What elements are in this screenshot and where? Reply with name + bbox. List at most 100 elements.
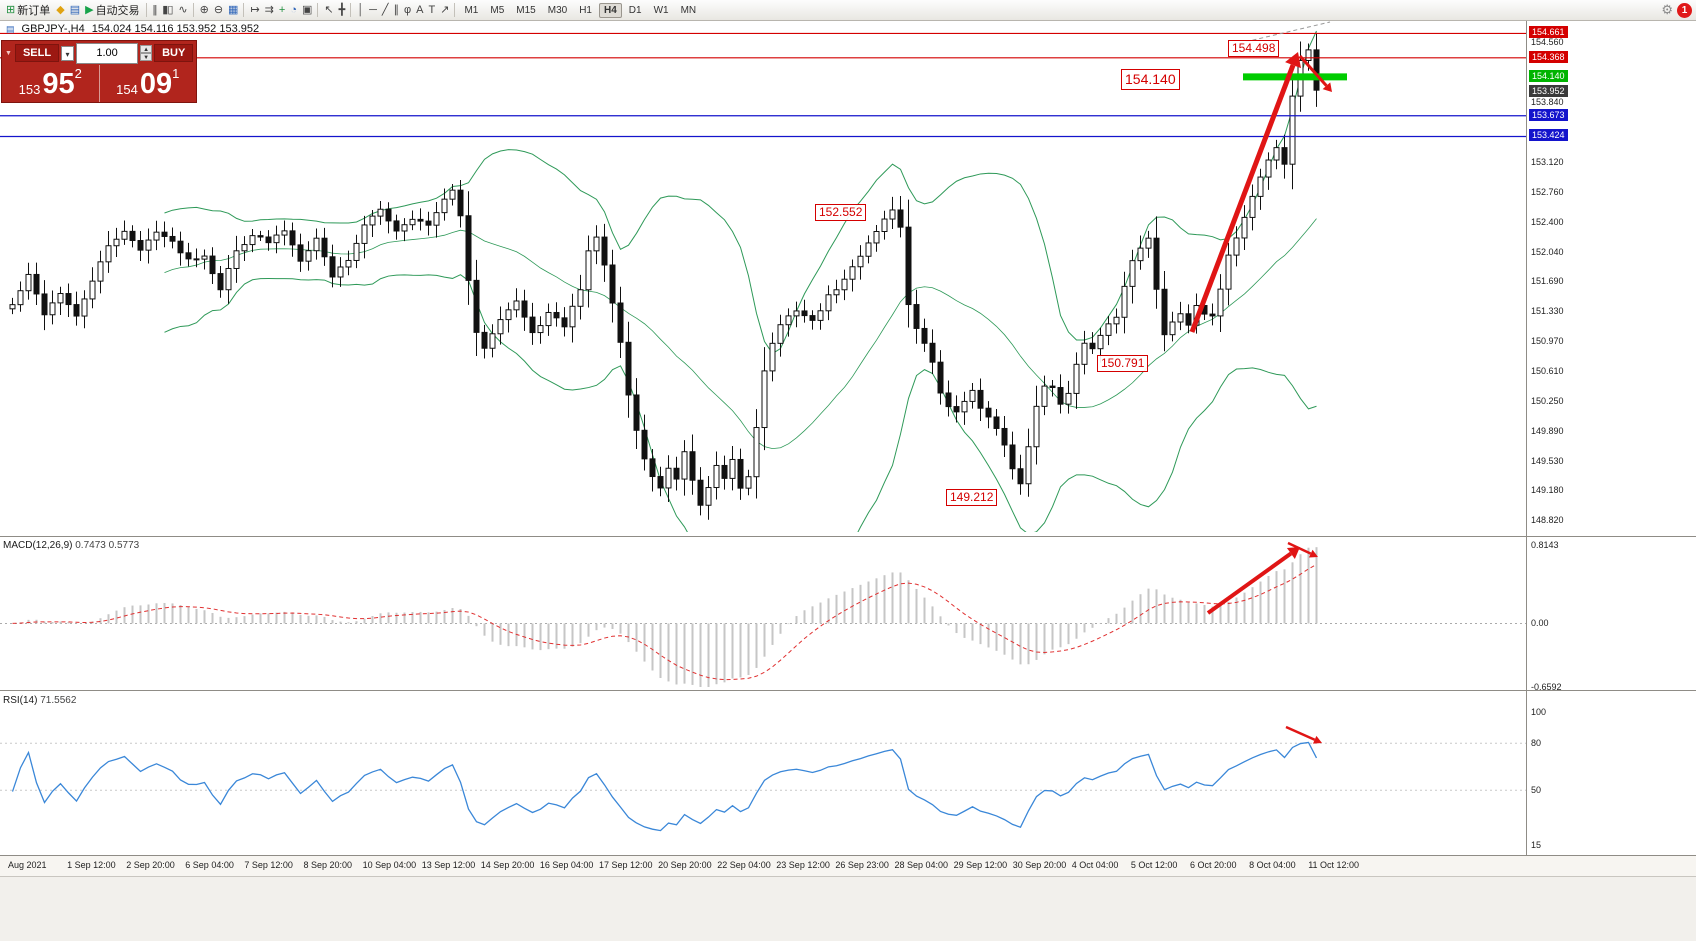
price-callout[interactable]: 152.552 — [815, 204, 867, 221]
price-axis-label: 150.610 — [1531, 365, 1564, 376]
metaeditor-button[interactable]: ◆ — [53, 2, 66, 19]
new-order-label: 新订单 — [17, 5, 51, 17]
time-axis-label[interactable]: 4 Oct 04:00 — [1071, 860, 1119, 870]
rsi-arrows[interactable] — [1285, 725, 1322, 744]
horizontal-line-tool-button[interactable]: ─ — [366, 2, 379, 19]
price-callout[interactable]: 149.212 — [946, 489, 998, 506]
order-type-dropdown[interactable]: ▾ — [61, 45, 75, 61]
autotrading-button[interactable]: ▶ 自动交易 — [82, 2, 142, 19]
price-axis-label: 150.250 — [1531, 395, 1564, 406]
time-axis-label[interactable]: Aug 2021 — [8, 860, 47, 870]
line-chart-icon: ∿ — [178, 3, 187, 16]
time-axis-label[interactable]: 16 Sep 04:00 — [539, 860, 594, 870]
data-window-button[interactable]: ▤ — [67, 2, 82, 19]
tile-windows-icon: ▦ — [228, 3, 238, 16]
volume-down-icon[interactable]: ▼ — [140, 53, 153, 61]
price-axis-label: 153.840 — [1531, 96, 1564, 107]
time-axis-label[interactable]: 17 Sep 12:00 — [599, 860, 653, 870]
channel-tool-button[interactable]: ∥ — [391, 2, 402, 19]
timeframe-m30[interactable]: M30 — [547, 4, 568, 16]
time-axis-label[interactable]: 2 Sep 20:00 — [126, 860, 175, 870]
price-axis-label: 151.330 — [1531, 305, 1564, 316]
time-axis-label[interactable]: 13 Sep 12:00 — [421, 860, 476, 870]
candlestick-chart-button[interactable]: ▮▯ — [159, 2, 175, 19]
vertical-line-tool-button[interactable]: │ — [354, 2, 366, 19]
timeframe-mn[interactable]: MN — [680, 4, 697, 16]
ask-price[interactable]: 154 09 1 — [116, 66, 180, 100]
time-axis-label[interactable]: 10 Sep 04:00 — [362, 860, 417, 870]
buy-button[interactable]: BUY — [154, 44, 194, 62]
time-axis-label[interactable]: 28 Sep 04:00 — [894, 860, 949, 870]
tile-windows-button[interactable]: ▦ — [225, 2, 240, 19]
fibonacci-tool-button[interactable]: φ — [401, 2, 413, 19]
toolbar-separator — [145, 3, 147, 17]
trend-arrows[interactable] — [1189, 52, 1332, 333]
timeframe-h4[interactable]: H4 — [598, 2, 622, 18]
trendline-tool-button[interactable]: ╱ — [379, 2, 391, 19]
time-axis-label[interactable]: 7 Sep 12:00 — [244, 860, 293, 870]
crosshair-button[interactable]: ╋ — [336, 2, 348, 19]
macd-axis-zero: 0.00 — [1531, 618, 1549, 629]
time-axis-label[interactable]: 11 Oct 12:00 — [1308, 860, 1360, 870]
price-axis-label: 152.760 — [1531, 186, 1564, 197]
macd-histogram — [0, 547, 1526, 687]
time-axis-label[interactable]: 26 Sep 23:00 — [835, 860, 889, 870]
price-axis-label: 149.530 — [1531, 455, 1564, 466]
settings-icon[interactable]: ⚙ — [1661, 2, 1673, 17]
macd-arrows[interactable] — [1206, 541, 1318, 615]
line-chart-button[interactable]: ∿ — [175, 2, 189, 19]
time-axis-label[interactable]: 6 Sep 04:00 — [185, 860, 234, 870]
toolbar-separator — [454, 3, 456, 17]
chart-shift-icon: ↦ — [250, 3, 259, 16]
time-axis-label[interactable]: 5 Oct 12:00 — [1130, 860, 1178, 870]
chart-shift-button[interactable]: ↦ — [247, 2, 261, 19]
price-callout[interactable]: 150.791 — [1097, 355, 1149, 372]
timeframe-h1[interactable]: H1 — [579, 4, 592, 16]
trade-panel-toggle-icon[interactable]: ▼ — [5, 49, 12, 57]
bid-price[interactable]: 153 95 2 — [18, 66, 82, 100]
rsi-axis-label: 50 — [1531, 785, 1542, 796]
timeframe-w1[interactable]: W1 — [653, 4, 669, 16]
period-selector-icon: ◔ — [290, 3, 297, 16]
timeframe-d1[interactable]: D1 — [628, 4, 642, 16]
zoom-out-button[interactable]: ⊖ — [211, 2, 225, 19]
add-indicator-button[interactable]: + — [276, 2, 287, 19]
cursor-button[interactable]: ↖ — [321, 2, 335, 19]
arrows-tool-button[interactable]: ↗ — [437, 2, 451, 19]
time-axis-label[interactable]: 20 Sep 20:00 — [658, 860, 712, 870]
sell-button[interactable]: SELL — [14, 44, 60, 62]
text-tool-button[interactable]: A — [413, 2, 425, 19]
price-axis-label: 148.820 — [1531, 515, 1564, 525]
timeframe-m5[interactable]: M5 — [490, 4, 505, 16]
time-axis-label[interactable]: 22 Sep 04:00 — [717, 860, 771, 870]
time-axis-label[interactable]: 6 Oct 20:00 — [1190, 860, 1237, 870]
chart-icon: ▤ — [6, 23, 15, 34]
price-callout[interactable]: 154.498 — [1228, 40, 1280, 57]
timeframe-m1[interactable]: M1 — [464, 4, 479, 16]
bars-chart-button[interactable]: || — [150, 2, 160, 19]
volume-up-icon[interactable]: ▲ — [140, 45, 153, 53]
zoom-in-button[interactable]: ⊕ — [197, 2, 211, 19]
volume-input[interactable] — [76, 42, 139, 64]
autotrading-icon: ▶ — [85, 3, 94, 16]
time-axis-label[interactable]: 30 Sep 20:00 — [1012, 860, 1067, 870]
volume-stepper[interactable]: ▲ ▼ — [140, 45, 153, 61]
new-order-button[interactable]: ⊞ 新订单 — [3, 2, 53, 19]
time-axis-label[interactable]: 23 Sep 12:00 — [776, 860, 830, 870]
timeframe-m15[interactable]: M15 — [516, 4, 536, 16]
time-axis-label[interactable]: 29 Sep 12:00 — [953, 860, 1008, 870]
price-callout[interactable]: 154.140 — [1121, 69, 1180, 90]
template-icon: ▣ — [301, 3, 312, 16]
template-button[interactable]: ▣ — [299, 2, 314, 19]
time-axis-label[interactable]: 8 Sep 20:00 — [303, 860, 353, 870]
time-axis-label[interactable]: 8 Oct 04:00 — [1249, 860, 1296, 870]
period-selector-button[interactable]: ◔ — [287, 2, 299, 19]
auto-scroll-button[interactable]: ⇉ — [262, 2, 276, 19]
time-axis-label[interactable]: 1 Sep 12:00 — [67, 860, 116, 870]
zoom-out-icon: ⊖ — [213, 3, 223, 16]
time-axis-label[interactable]: 14 Sep 20:00 — [480, 860, 535, 870]
notification-badge[interactable]: 1 — [1677, 2, 1692, 18]
label-tool-button[interactable]: T — [426, 2, 438, 19]
